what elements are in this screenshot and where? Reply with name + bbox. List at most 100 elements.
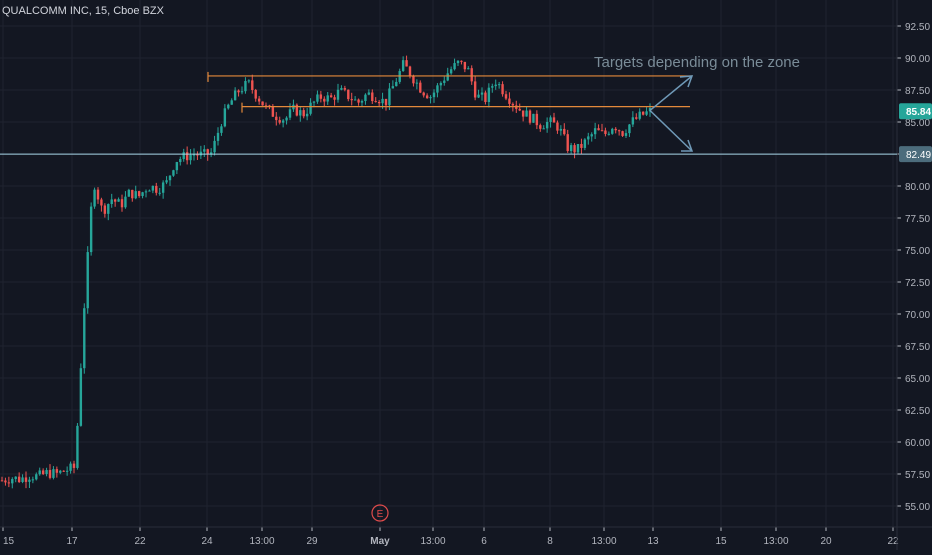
candle-body	[0, 480, 4, 482]
candle-body	[100, 199, 103, 206]
y-tick-label: 60.00	[905, 438, 930, 449]
arrow-down-line	[649, 109, 693, 152]
candle-body	[295, 104, 299, 116]
candle-body	[76, 425, 79, 468]
arrow-down-head	[681, 139, 694, 152]
candle-body	[494, 84, 497, 87]
candle-body	[377, 101, 381, 104]
candle-body	[319, 94, 323, 99]
target-arrows[interactable]	[649, 75, 694, 152]
candle-body	[645, 111, 648, 115]
candle-body	[35, 474, 38, 480]
candle-body	[271, 106, 275, 117]
candle-body	[24, 477, 28, 482]
candle-body	[353, 99, 357, 101]
candle-body	[220, 126, 223, 133]
candle-body	[569, 145, 573, 152]
candle-body	[357, 99, 360, 103]
candle-body	[62, 470, 65, 472]
candle-body	[467, 68, 470, 70]
candle-body	[556, 122, 559, 131]
candle-body	[470, 68, 473, 82]
candle-body	[384, 98, 388, 106]
candle-body	[624, 133, 628, 136]
candle-body	[312, 101, 316, 103]
x-tick-label: 6	[481, 536, 487, 547]
candle-body	[333, 97, 336, 100]
candle-body	[552, 117, 556, 123]
y-tick-label: 90.00	[905, 54, 930, 65]
candle-body	[528, 110, 532, 123]
candle-body	[336, 89, 340, 100]
candle-body	[134, 191, 137, 199]
candle-body	[93, 189, 96, 207]
candle-body	[580, 143, 583, 148]
candle-body	[4, 480, 7, 483]
candle-body	[175, 162, 179, 171]
candle-body	[559, 128, 563, 131]
candle-body	[525, 110, 528, 117]
candle-body	[96, 189, 100, 200]
candle-body	[460, 60, 463, 62]
candle-body	[240, 91, 244, 93]
candle-body	[206, 149, 209, 155]
candle-body	[415, 82, 419, 84]
candle-body	[196, 154, 199, 156]
y-tick-label: 87.50	[905, 86, 930, 97]
earnings-marker-label: E	[377, 509, 384, 520]
candle-body	[144, 191, 148, 193]
candle-body	[302, 110, 305, 117]
candle-body	[350, 99, 353, 101]
candle-body	[7, 482, 11, 484]
horizontal-level-badge	[899, 146, 932, 163]
x-tick-label: 13	[647, 536, 659, 547]
candle-body	[374, 101, 377, 103]
candle-body	[83, 308, 86, 369]
candle-body	[604, 130, 607, 134]
candle-body	[52, 469, 55, 478]
annotation-text[interactable]: Targets depending on the zone	[594, 54, 800, 71]
candle-body	[597, 128, 600, 131]
candle-body	[45, 470, 48, 475]
candle-body	[521, 110, 525, 117]
candles	[0, 55, 652, 489]
candle-body	[86, 252, 89, 309]
candle-body	[617, 130, 621, 132]
candle-body	[631, 117, 635, 125]
candle-body	[31, 479, 35, 481]
candle-body	[439, 82, 443, 86]
candle-body	[391, 86, 395, 89]
candle-body	[453, 63, 456, 70]
candle-body	[412, 76, 415, 84]
candle-body	[161, 182, 165, 193]
candle-body	[508, 98, 511, 104]
candle-body	[264, 105, 268, 107]
horizontal-level-label: 82.49	[906, 150, 931, 161]
arrow-up-line	[649, 75, 693, 112]
candle-body	[28, 479, 31, 482]
y-tick-label: 92.50	[905, 22, 930, 33]
candle-body	[65, 470, 69, 472]
candle-body	[501, 84, 504, 95]
candle-body	[628, 124, 631, 134]
candle-body	[203, 149, 206, 152]
y-tick-label: 57.50	[905, 470, 930, 481]
candle-body	[364, 94, 367, 102]
x-tick-label: 22	[134, 536, 146, 547]
candle-body	[329, 95, 333, 98]
y-tick-label: 67.50	[905, 342, 930, 353]
candle-body	[583, 139, 587, 148]
candle-body	[141, 192, 144, 197]
candle-body	[223, 108, 227, 127]
candle-body	[401, 60, 405, 72]
candle-body	[120, 199, 124, 208]
candle-body	[443, 80, 446, 83]
x-tick-label: 22	[887, 536, 899, 547]
candle-body	[542, 128, 545, 130]
earnings-marker[interactable]: E	[371, 504, 389, 522]
candle-body	[288, 109, 292, 118]
candle-body	[309, 102, 312, 114]
